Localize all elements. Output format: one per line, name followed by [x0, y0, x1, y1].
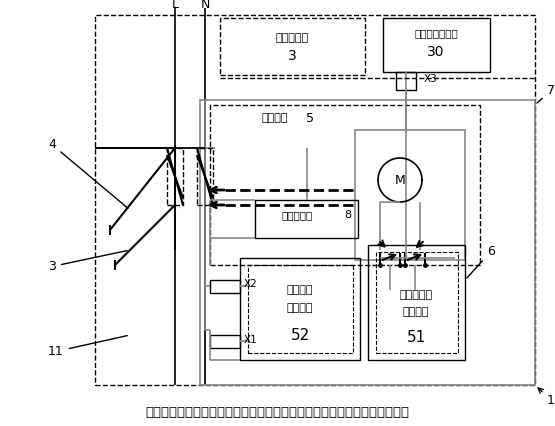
Bar — [255, 200, 358, 238]
Text: 控制电压输出端: 控制电压输出端 — [414, 28, 458, 38]
Text: 3: 3 — [287, 49, 296, 63]
Bar — [197, 148, 213, 205]
Text: X3: X3 — [424, 74, 438, 84]
Text: L: L — [171, 0, 179, 12]
Text: 52: 52 — [290, 328, 310, 343]
Bar — [383, 18, 490, 72]
Bar — [396, 72, 416, 90]
Text: M: M — [395, 173, 405, 187]
Text: 7: 7 — [537, 83, 555, 103]
Bar — [240, 258, 360, 360]
Bar — [248, 265, 353, 353]
Text: X2: X2 — [244, 279, 258, 289]
Text: N: N — [200, 0, 210, 12]
Text: 1: 1 — [538, 388, 555, 406]
Text: 自动重合闸: 自动重合闸 — [400, 290, 432, 300]
Bar — [210, 280, 240, 293]
Bar — [95, 15, 535, 385]
Bar — [376, 252, 458, 353]
Text: 11: 11 — [48, 336, 127, 358]
Bar — [355, 130, 465, 260]
Text: 3: 3 — [48, 250, 127, 273]
Text: 驱动电路: 驱动电路 — [287, 303, 313, 313]
Text: 驱动电路: 驱动电路 — [403, 307, 429, 317]
Text: 5: 5 — [306, 112, 314, 124]
Text: 预付费电表: 预付费电表 — [275, 33, 309, 43]
Text: 控制电路: 控制电路 — [262, 113, 289, 123]
Bar — [368, 245, 465, 360]
Bar — [220, 18, 365, 75]
Text: 图为该发明的具有自动重合闸的预付费电表专用断路器的整体结构示意框图: 图为该发明的具有自动重合闸的预付费电表专用断路器的整体结构示意框图 — [145, 406, 409, 418]
Text: 6: 6 — [467, 245, 495, 278]
Text: 51: 51 — [406, 331, 426, 345]
Bar — [210, 105, 480, 265]
Text: 欠费断电: 欠费断电 — [287, 285, 313, 295]
Bar — [167, 148, 183, 205]
Text: 30: 30 — [427, 45, 445, 59]
Text: X1: X1 — [244, 335, 258, 345]
Text: 8: 8 — [345, 210, 351, 220]
Text: 4: 4 — [48, 138, 128, 208]
Bar — [200, 100, 535, 385]
Bar — [210, 335, 240, 348]
Text: 分离脱扣器: 分离脱扣器 — [282, 210, 313, 220]
